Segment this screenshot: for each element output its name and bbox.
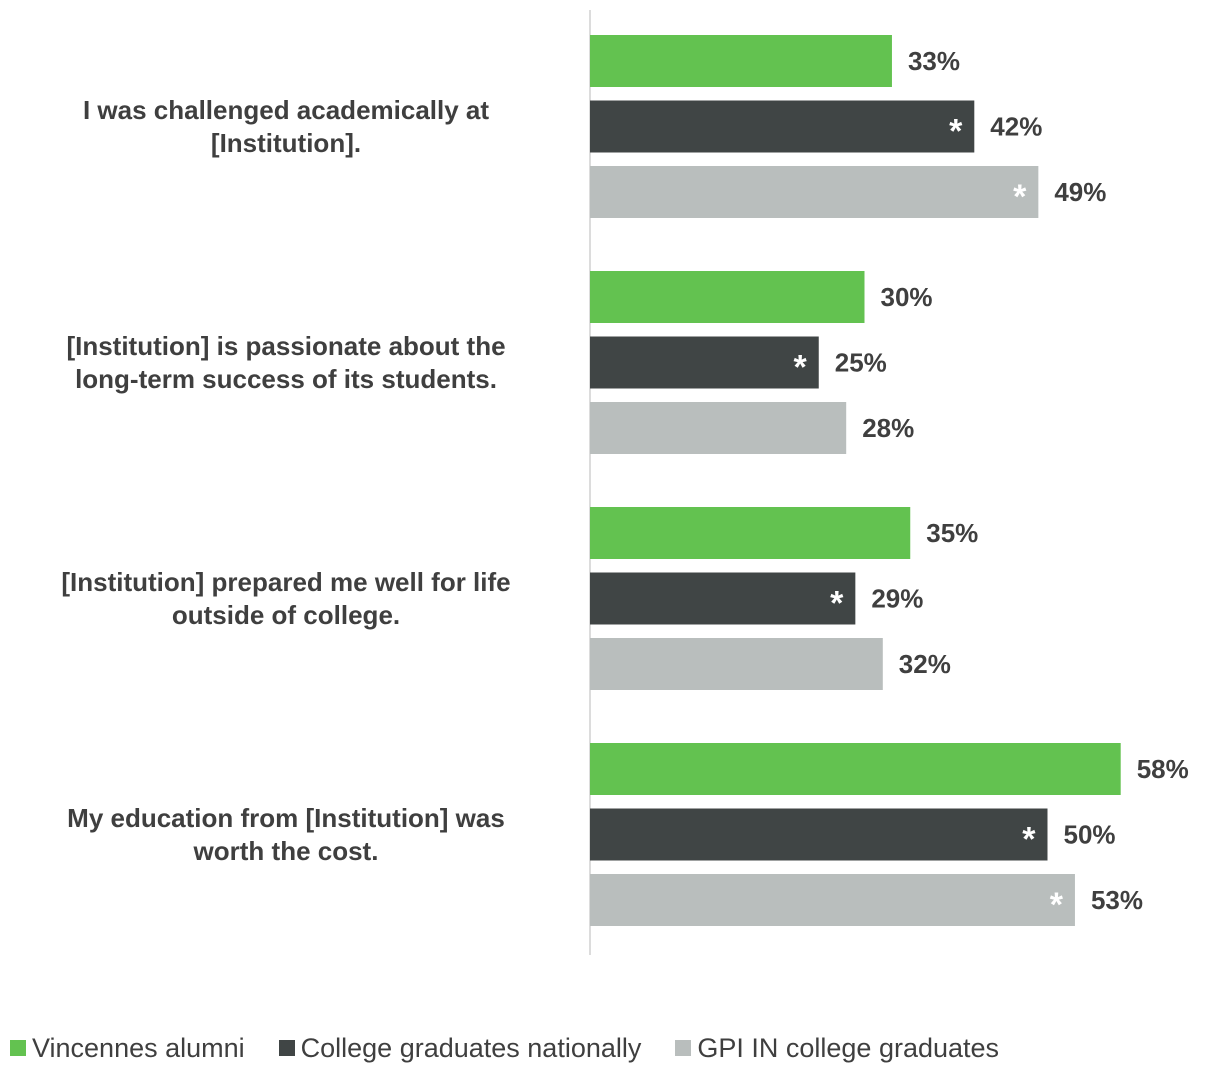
bar-gpi-in-3	[590, 638, 883, 690]
data-label-vincennes-4: 58%	[1137, 754, 1189, 784]
bar-gpi-in-2	[590, 402, 846, 454]
data-label-gpi-in-2: 28%	[862, 413, 914, 443]
legend-item-gpi-in: GPI IN college graduates	[675, 1033, 999, 1064]
legend: Vincennes alumni College graduates natio…	[10, 1030, 1033, 1066]
data-label-vincennes-2: 30%	[881, 282, 933, 312]
data-label-nationally-3: 29%	[871, 584, 923, 614]
legend-item-nationally: College graduates nationally	[279, 1033, 642, 1064]
data-label-nationally-1: 42%	[990, 112, 1042, 142]
category-label-3: [Institution] prepared me well for life o…	[61, 567, 510, 630]
data-label-gpi-in-1: 49%	[1054, 177, 1106, 207]
legend-swatch-vincennes	[10, 1040, 26, 1056]
legend-label-gpi-in: GPI IN college graduates	[697, 1033, 999, 1064]
data-label-nationally-2: 25%	[835, 348, 887, 378]
bar-vincennes-2	[590, 271, 865, 323]
significance-marker-nationally-4: *	[1022, 821, 1036, 859]
bar-nationally-4	[590, 809, 1048, 861]
bars-layer: 33% * 42% * 49% 30% * 25% 28% 35% * 29% 32% 58% * 50% * 5…	[590, 35, 1189, 926]
legend-item-vincennes: Vincennes alumni	[10, 1033, 245, 1064]
data-label-gpi-in-4: 53%	[1091, 885, 1143, 915]
significance-marker-gpi-in-4: *	[1050, 886, 1064, 924]
data-label-vincennes-3: 35%	[926, 518, 978, 548]
significance-marker-nationally-2: *	[794, 349, 808, 387]
bar-nationally-1	[590, 101, 974, 153]
bar-gpi-in-1	[590, 166, 1038, 218]
legend-label-nationally: College graduates nationally	[301, 1033, 642, 1064]
category-label-1: I was challenged academically at [Institu…	[83, 95, 489, 158]
significance-marker-nationally-3: *	[830, 585, 844, 623]
bar-nationally-2	[590, 337, 819, 389]
data-label-gpi-in-3: 32%	[899, 649, 951, 679]
legend-label-vincennes: Vincennes alumni	[32, 1033, 245, 1064]
bar-gpi-in-4	[590, 874, 1075, 926]
legend-swatch-nationally	[279, 1040, 295, 1056]
significance-marker-nationally-1: *	[949, 113, 963, 151]
category-label-4: My education from [Institution] was worth…	[67, 803, 505, 866]
data-label-vincennes-1: 33%	[908, 46, 960, 76]
bar-nationally-3	[590, 573, 855, 625]
bar-vincennes-4	[590, 743, 1121, 795]
bar-vincennes-1	[590, 35, 892, 87]
legend-swatch-gpi-in	[675, 1040, 691, 1056]
bar-vincennes-3	[590, 507, 910, 559]
category-labels-layer: I was challenged academically at [Institu…	[61, 95, 510, 866]
category-label-2: [Institution] is passionate about the lon…	[66, 331, 505, 394]
significance-marker-gpi-in-1: *	[1013, 178, 1027, 216]
data-label-nationally-4: 50%	[1064, 820, 1116, 850]
